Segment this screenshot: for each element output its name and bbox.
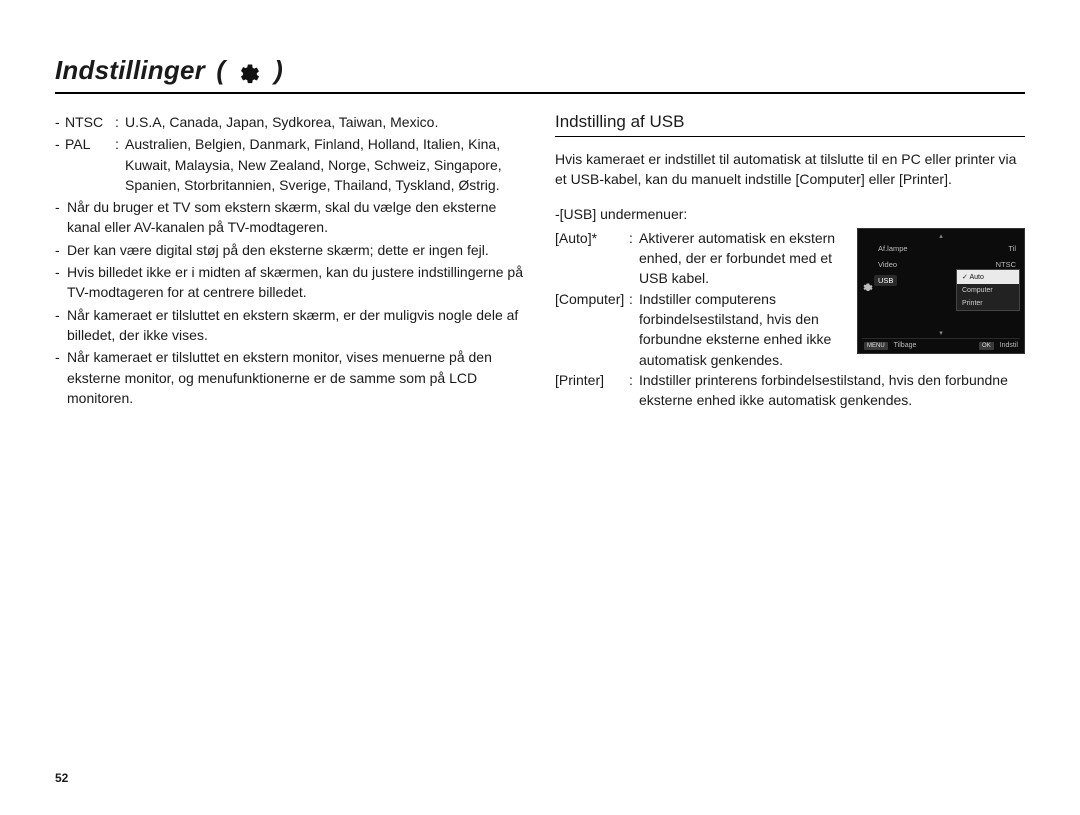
camera-footer: MENU Tilbage OK Indstil — [862, 338, 1020, 351]
page-title: Indstillinger ( ) — [55, 55, 287, 86]
dash: - — [55, 347, 67, 408]
option-desc: Indstiller computerens forbindelsestilst… — [639, 289, 845, 370]
content-columns: - NTSC : U.S.A, Canada, Japan, Sydkorea,… — [55, 112, 1025, 411]
section-intro: Hvis kameraet er indstillet til automati… — [555, 149, 1025, 190]
page-number: 52 — [55, 771, 68, 785]
bullet-item: - Når kameraet er tilsluttet en ekstern … — [55, 305, 525, 346]
camera-popup: Auto Computer Printer — [956, 269, 1020, 311]
colon: : — [629, 289, 639, 370]
colon: : — [115, 134, 125, 195]
colon: : — [629, 370, 639, 411]
option-row: [Printer] : Indstiller printerens forbin… — [555, 370, 1025, 411]
bullet-text: Når du bruger et TV som ekstern skærm, s… — [67, 197, 525, 238]
up-arrow-icon: ▴ — [862, 233, 1020, 241]
page-title-row: Indstillinger ( ) — [55, 55, 1025, 94]
bullet-item: - Hvis billedet ikke er i midten af skær… — [55, 262, 525, 303]
dash: - — [55, 240, 67, 260]
popup-item-selected: Auto — [957, 270, 1019, 284]
bullet-text: Når kameraet er tilsluttet en ekstern sk… — [67, 305, 525, 346]
dash: - — [55, 197, 67, 238]
bullet-item: - Der kan være digital støj på den ekste… — [55, 240, 525, 260]
submenu-block: [Auto]* : Aktiverer automatisk en ekster… — [555, 228, 1025, 411]
menu-row-label: USB — [874, 275, 897, 286]
gear-icon — [862, 281, 874, 293]
down-arrow-icon: ▾ — [862, 330, 1020, 338]
popup-item: Computer — [957, 284, 1019, 297]
menu-row-label: Af.lampe — [864, 244, 908, 253]
option-name: [Auto]* — [555, 228, 629, 289]
dash: - — [55, 262, 67, 303]
right-column: Indstilling af USB Hvis kameraet er inds… — [555, 112, 1025, 411]
bullet-text: Hvis billedet ikke er i midten af skærme… — [67, 262, 525, 303]
bullet-text: Når kameraet er tilsluttet en ekstern mo… — [67, 347, 525, 408]
menu-row-label: Video — [864, 260, 897, 269]
paren-close: ) — [274, 55, 283, 85]
camera-lcd-screenshot: ▴ Af.lampe Til Video NTSC USB — [857, 228, 1025, 354]
def-row: - PAL : Australien, Belgien, Danmark, Fi… — [55, 134, 525, 195]
back-label: Tilbage — [894, 342, 917, 349]
menu-tag: MENU — [864, 342, 888, 350]
manual-page: Indstillinger ( ) - NTSC : U.S.A, Canada… — [0, 0, 1080, 815]
def-row: - NTSC : U.S.A, Canada, Japan, Sydkorea,… — [55, 112, 525, 132]
option-name: [Computer] — [555, 289, 629, 370]
section-heading: Indstilling af USB — [555, 112, 1025, 137]
def-value: Australien, Belgien, Danmark, Finland, H… — [125, 134, 525, 195]
bullet-item: - Når du bruger et TV som ekstern skærm,… — [55, 197, 525, 238]
option-name: [Printer] — [555, 370, 629, 411]
paren-open: ( — [216, 55, 232, 85]
dash: - — [55, 305, 67, 346]
bullet-text: Der kan være digital støj på den ekstern… — [67, 240, 525, 260]
left-column: - NTSC : U.S.A, Canada, Japan, Sydkorea,… — [55, 112, 525, 411]
def-label: NTSC — [65, 112, 115, 132]
option-desc: Indstiller printerens forbindelsestilsta… — [639, 370, 1025, 411]
colon: : — [629, 228, 639, 289]
bullet-item: - Når kameraet er tilsluttet en ekstern … — [55, 347, 525, 408]
popup-item: Printer — [957, 297, 1019, 310]
def-value: U.S.A, Canada, Japan, Sydkorea, Taiwan, … — [125, 112, 525, 132]
gear-icon — [239, 61, 261, 83]
menu-row-value: Til — [1008, 244, 1018, 253]
submenu-text: [Auto]* : Aktiverer automatisk en ekster… — [555, 228, 845, 370]
ok-tag: OK — [979, 342, 994, 350]
menu-row: Af.lampe Til — [862, 241, 1020, 257]
option-row: [Auto]* : Aktiverer automatisk en ekster… — [555, 228, 845, 289]
def-label: PAL — [65, 134, 115, 195]
submenu-label: -[USB] undermenuer: — [555, 204, 1025, 224]
dash: - — [55, 112, 65, 132]
option-row: [Computer] : Indstiller computerens forb… — [555, 289, 845, 370]
dash: - — [55, 134, 65, 195]
option-desc: Aktiverer automatisk en ekstern enhed, d… — [639, 228, 845, 289]
colon: : — [115, 112, 125, 132]
ok-label: Indstil — [1000, 342, 1018, 349]
